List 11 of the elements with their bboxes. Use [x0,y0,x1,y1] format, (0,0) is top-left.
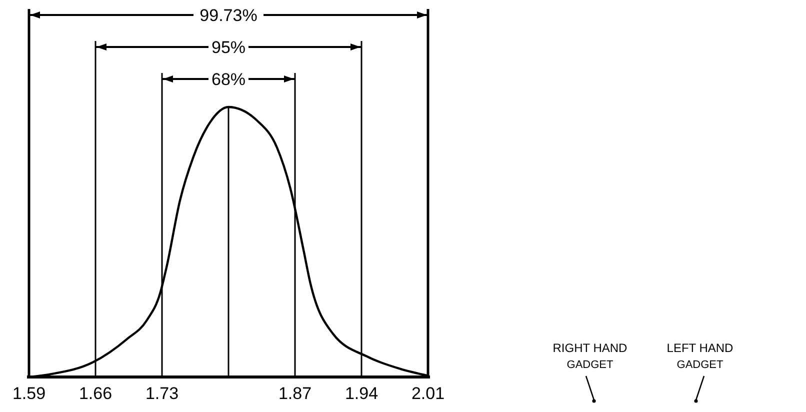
text: 68% [211,70,246,89]
text: RIGHT HAND GADGET [552,341,628,371]
x-tick-label: 1.66 [78,384,112,403]
text: 99.73% [200,6,258,25]
x-tick-label: 1.73 [145,384,179,403]
x-tick-label: 1.87 [278,384,312,403]
x-tick-label: 1.94 [344,384,378,403]
x-tick-label: 2.01 [411,384,445,403]
x-tick-label: 1.59 [12,384,46,403]
text: LEFT HAND GADGET [666,341,734,371]
text: 95% [211,38,246,57]
